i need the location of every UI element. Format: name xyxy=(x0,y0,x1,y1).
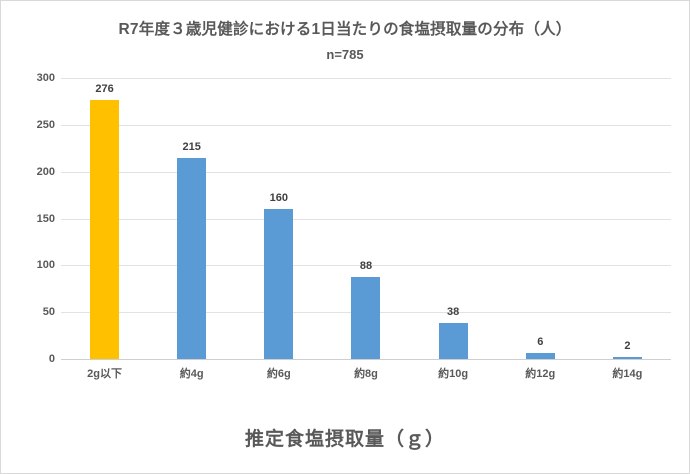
x-category-label: 約8g xyxy=(354,368,378,380)
bar xyxy=(177,157,207,359)
bars: 276 215 160 88 38 6 2 xyxy=(61,78,671,359)
y-tick-label-200: 200 xyxy=(36,165,55,178)
x-category-label: 約4g xyxy=(179,368,204,380)
y-axis: 0 50 100 150 200 250 300 xyxy=(15,72,55,365)
y-tick-label-100: 100 xyxy=(36,259,55,272)
gridline-0 xyxy=(61,359,671,360)
bar-column-2g以下: 276 xyxy=(61,78,148,359)
gridline-200 xyxy=(61,171,671,173)
gridline-100 xyxy=(61,265,671,267)
y-tick-label-250: 250 xyxy=(36,118,55,131)
y-tick-label-0: 0 xyxy=(48,353,55,365)
plot-area: 276 215 160 88 38 6 2 xyxy=(61,78,671,360)
x-category-label: 約12g xyxy=(525,368,556,380)
bar-column-約6g: 160 xyxy=(235,78,322,359)
bar xyxy=(525,353,555,359)
chart-subtitle: n=785 xyxy=(326,47,364,62)
bar-value-label: 2 xyxy=(624,340,631,353)
x-category-label: 約14g xyxy=(612,368,643,380)
chart-title: R7年度３歳児健診における1日当たりの食塩摂取量の分布（人） xyxy=(118,21,572,38)
y-tick-label-300: 300 xyxy=(36,72,55,84)
x-category-label: 約10g xyxy=(438,368,469,380)
x-category-label: 約6g xyxy=(266,368,291,380)
bar-column-約8g: 88 xyxy=(322,78,409,359)
bar xyxy=(264,209,294,359)
bar-value-label: 276 xyxy=(95,83,114,96)
bar-value-label: 160 xyxy=(269,192,289,205)
bar-value-label: 38 xyxy=(447,306,460,319)
x-axis-category-labels: 2g以下 約4g 約6g 約8g 約10g 約12g 約14g xyxy=(61,365,671,381)
bar xyxy=(90,100,120,359)
bar-value-label: 215 xyxy=(182,140,201,153)
gridline-300 xyxy=(61,78,671,79)
y-tick-label-50: 50 xyxy=(42,306,55,319)
x-category-label: 2g以下 xyxy=(87,368,122,380)
y-tick-label-150: 150 xyxy=(36,212,55,225)
x-axis-title: 推定食塩摂取量（ｇ） xyxy=(244,429,445,450)
bar xyxy=(612,357,642,359)
gridline-150 xyxy=(61,218,671,220)
bar-column-約12g: 6 xyxy=(497,78,584,359)
bar xyxy=(438,323,468,359)
bar-column-約4g: 215 xyxy=(148,78,235,359)
bar-column-約10g: 38 xyxy=(410,78,497,359)
gridline-250 xyxy=(61,124,671,126)
bar-value-label: 6 xyxy=(537,336,544,349)
bar-column-約14g: 2 xyxy=(584,78,671,359)
bar-value-label: 88 xyxy=(359,259,373,272)
bar xyxy=(351,276,381,359)
